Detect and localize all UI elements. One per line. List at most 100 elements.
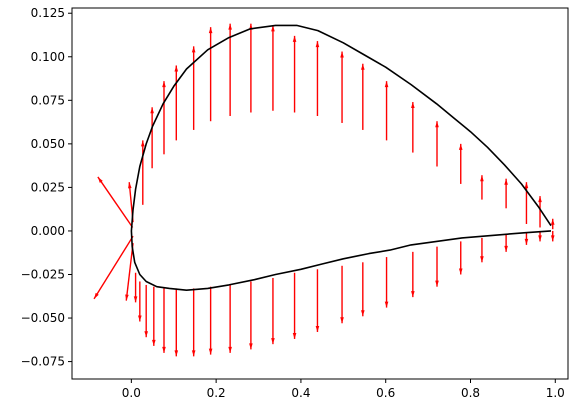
vector-34-head — [315, 325, 320, 332]
vector-22-head — [133, 296, 138, 303]
y-tick-label: 0.075 — [31, 93, 65, 107]
plot-area — [72, 8, 568, 379]
vector-42 — [504, 234, 508, 252]
vector-38 — [411, 251, 415, 298]
vector-44 — [538, 230, 542, 242]
vector-3-head — [174, 65, 179, 72]
series-group — [130, 24, 552, 292]
vector-2-head — [162, 81, 166, 88]
vector-45 — [550, 230, 555, 242]
vector-36-head — [361, 310, 365, 317]
vector-27-head — [174, 350, 179, 357]
y-tick-label: 0.050 — [31, 137, 65, 151]
vector-28-head — [191, 350, 196, 357]
vector-36 — [361, 262, 365, 317]
vector-23 — [138, 281, 142, 322]
vector-35 — [340, 265, 344, 324]
vector-6 — [228, 23, 232, 116]
lead-vector-3-shaft — [125, 243, 134, 301]
vector-13 — [384, 81, 389, 141]
vector-32 — [271, 277, 275, 345]
y-tick-label: 0.025 — [31, 180, 65, 194]
vector-field — [93, 23, 555, 357]
y-tick-label: −0.025 — [21, 267, 65, 281]
x-tick-label: 0.2 — [207, 386, 226, 400]
vector-2 — [162, 81, 166, 155]
vector-20 — [538, 196, 542, 228]
x-tick-label: 0.6 — [376, 386, 395, 400]
vector-33 — [292, 272, 297, 339]
vector-21 — [550, 218, 555, 230]
vector-24 — [144, 284, 148, 338]
vector-19 — [524, 182, 529, 224]
vector-28 — [191, 288, 196, 357]
lead-vector-2-head — [128, 182, 132, 189]
vector-24-head — [144, 331, 148, 338]
vector-22 — [133, 272, 138, 303]
vector-16-head — [458, 143, 463, 150]
vector-15-head — [435, 121, 439, 128]
vector-34 — [315, 269, 320, 332]
vector-0-head — [140, 140, 145, 147]
vector-13-head — [384, 81, 389, 88]
vector-43-head — [524, 238, 529, 245]
vector-37 — [384, 257, 389, 308]
lead-vector-0-shaft — [97, 176, 134, 228]
vector-1 — [150, 107, 154, 169]
x-tick-label: 0.8 — [461, 386, 480, 400]
vector-29 — [208, 286, 213, 355]
vector-19-head — [524, 182, 529, 189]
vector-11-head — [340, 51, 344, 58]
vector-25-head — [152, 339, 156, 346]
vector-30-head — [228, 346, 232, 353]
vector-40 — [458, 241, 463, 275]
y-tick-label: 0.125 — [31, 6, 65, 20]
vector-5 — [208, 27, 213, 122]
vector-11 — [340, 51, 344, 123]
vector-26 — [162, 288, 166, 353]
vector-29-head — [208, 348, 213, 355]
x-axis: 0.0 0.2 0.4 0.6 0.8 1.0 — [122, 379, 565, 400]
y-tick-label: −0.075 — [21, 355, 65, 369]
lead-vector-0-head — [97, 176, 103, 183]
vector-37-head — [384, 301, 389, 308]
vector-14 — [411, 102, 415, 153]
vector-39-head — [435, 280, 439, 287]
vector-25 — [152, 286, 156, 346]
vector-18 — [504, 178, 508, 209]
vector-17-head — [480, 175, 484, 182]
vector-43 — [524, 232, 529, 245]
vector-45-head — [550, 235, 555, 242]
vector-10-head — [315, 41, 320, 48]
vector-27 — [174, 288, 179, 357]
airfoil-outline-0 — [130, 24, 552, 292]
vector-31 — [249, 281, 253, 350]
vector-15 — [435, 121, 439, 167]
vector-21-head — [550, 218, 555, 225]
vector-4-head — [191, 46, 196, 53]
lead-vector-3-head — [125, 294, 129, 301]
vector-41 — [480, 237, 484, 263]
vector-14-head — [411, 102, 415, 109]
vector-18-head — [504, 178, 508, 185]
vector-10 — [315, 41, 320, 116]
y-tick-label: 0.000 — [31, 224, 65, 238]
vector-12 — [361, 63, 365, 130]
vector-8-head — [271, 25, 275, 32]
lead-vector-1-shaft — [93, 235, 134, 300]
vector-8 — [271, 25, 275, 111]
vector-9-head — [292, 35, 297, 42]
lead-vector-1 — [93, 235, 134, 300]
y-axis: −0.075 −0.050 −0.025 0.000 0.025 0.050 0.075 0.… — [21, 6, 72, 369]
vector-33-head — [292, 332, 297, 339]
plot-frame — [71, 7, 569, 380]
vector-26-head — [162, 346, 166, 353]
vector-32-head — [271, 338, 275, 345]
vector-42-head — [504, 245, 508, 252]
vector-39 — [435, 246, 439, 287]
y-tick-label: −0.050 — [21, 311, 65, 325]
vector-4 — [191, 46, 196, 130]
vector-38-head — [411, 291, 415, 298]
vector-31-head — [249, 343, 253, 350]
